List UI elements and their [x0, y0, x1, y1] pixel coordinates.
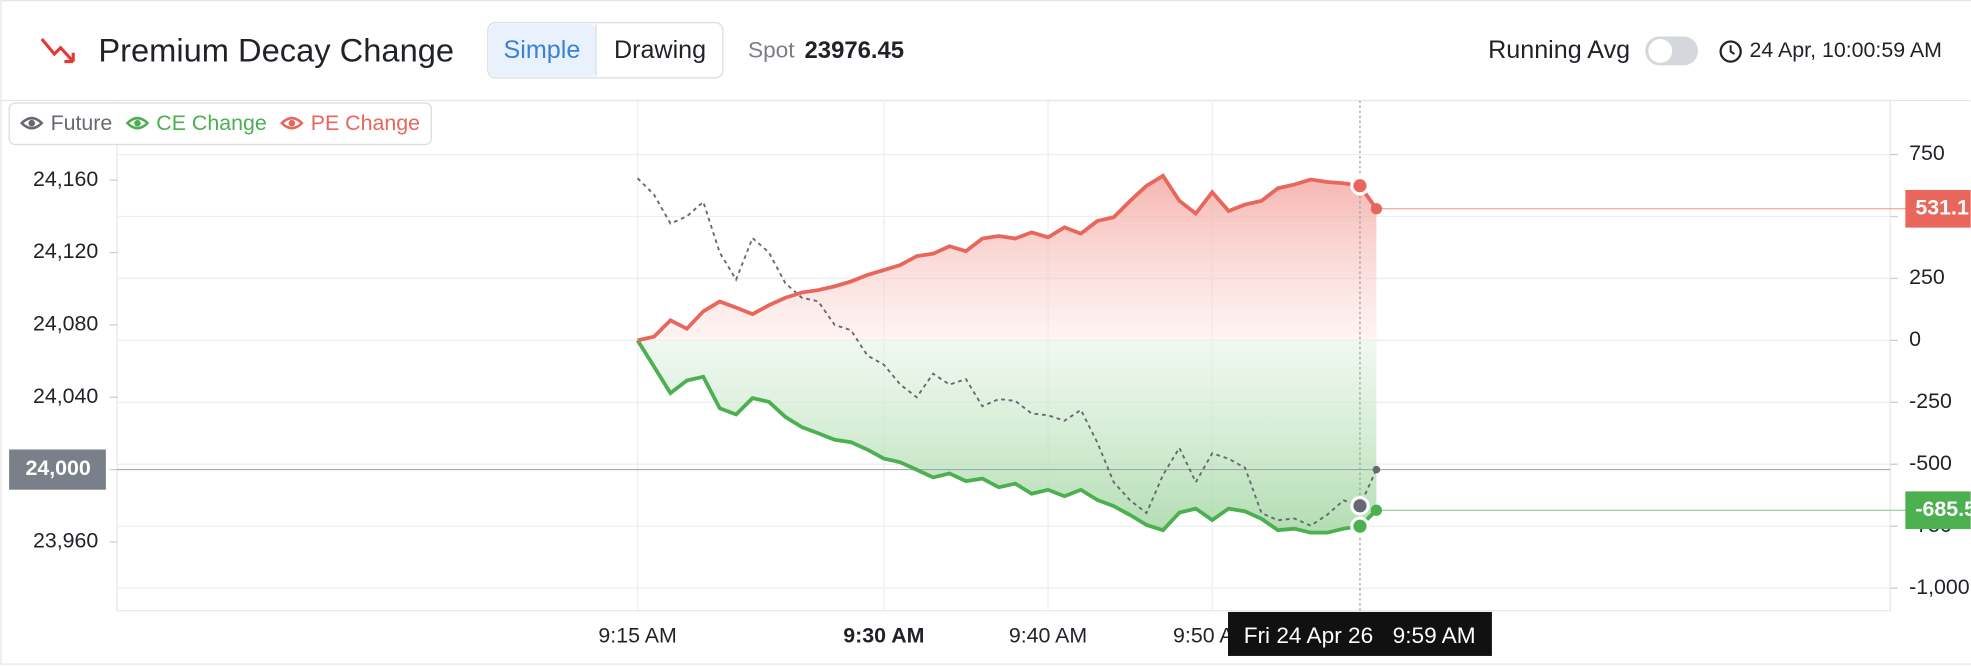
legend-eye-pupil — [288, 119, 296, 127]
tooltip-date: Fri 24 Apr 26 — [1244, 623, 1373, 648]
toggle-knob — [1648, 38, 1673, 63]
x-tick-label: 9:40 AM — [1009, 624, 1087, 648]
series-line — [636, 339, 1378, 535]
legend-label[interactable]: PE Change — [311, 111, 420, 135]
legend-eye — [280, 116, 304, 130]
tooltip-time: 9:59 AM — [1393, 623, 1476, 648]
title: Premium Decay Change — [98, 31, 454, 68]
tooltip-box — [1228, 611, 1492, 656]
last-value-label: -685.5 — [1915, 497, 1971, 521]
hover-point — [1350, 496, 1370, 516]
area — [637, 340, 1377, 533]
legend-box — [8, 102, 432, 146]
y2-tick-label: 0 — [1909, 327, 1921, 351]
legend-eye-pupil — [28, 119, 36, 127]
y2-tick-label: 750 — [1909, 141, 1945, 165]
x-tick-label: 9:30 AM — [843, 624, 924, 648]
legend-eye-pupil — [134, 119, 141, 127]
y2-tick-label: -1,000 — [1909, 575, 1970, 599]
last-value-label: 531.1 — [1915, 195, 1969, 219]
y2-tick-label: -250 — [1909, 389, 1952, 413]
mode-button[interactable]: Drawing — [614, 36, 706, 64]
running-avg-label: Running Avg — [1488, 36, 1630, 64]
x-tick-label: 9:15 AM — [598, 624, 676, 648]
legend-label[interactable]: Future — [51, 111, 113, 135]
y-tick-label: 24,120 — [33, 239, 98, 263]
legend-eye — [19, 116, 44, 130]
y2-tick-label: -500 — [1909, 451, 1952, 475]
y-tick-label: 24,040 — [33, 384, 98, 408]
mode-active-bg — [489, 23, 596, 77]
spot-value: 23976.45 — [805, 37, 905, 64]
plot-frame — [116, 99, 1891, 612]
hover-point — [1350, 176, 1370, 196]
y-tick-label: 23,960 — [33, 529, 98, 553]
clock-icon — [1719, 40, 1742, 63]
series-line — [637, 173, 1378, 343]
legend-label[interactable]: CE Change — [156, 111, 266, 135]
trend-icon — [40, 37, 75, 64]
legend-eye — [125, 116, 150, 130]
y-tick-label: 24,160 — [33, 167, 98, 191]
crosshair-label: 24,000 — [25, 456, 90, 480]
timestamp: 24 Apr, 10:00:59 AM — [1750, 38, 1942, 62]
last-value-tag — [1905, 189, 1971, 228]
y-tick-label: 24,080 — [33, 312, 98, 336]
last-value-tag — [1905, 491, 1971, 530]
area — [637, 175, 1377, 341]
spot-label: Spot — [748, 37, 795, 62]
clock-hand — [1729, 45, 1735, 55]
y2-tick-label: 250 — [1909, 265, 1945, 289]
mode-button[interactable]: Simple — [504, 36, 581, 64]
series-line — [636, 177, 1378, 527]
last-point — [1372, 465, 1381, 474]
hover-point — [1350, 516, 1370, 536]
crosshair-tag — [9, 449, 106, 490]
